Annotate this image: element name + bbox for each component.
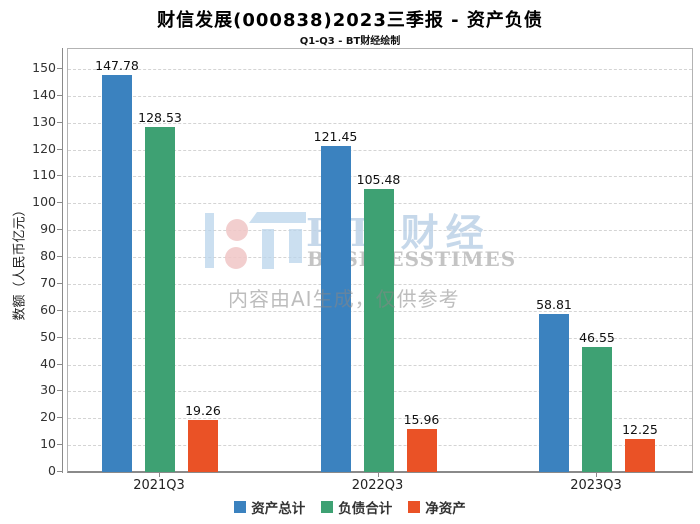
y-tick-label: 50	[40, 328, 56, 344]
bar-value-label: 46.55	[579, 329, 615, 345]
y-axis-tick	[57, 444, 62, 446]
bar-value-label: 147.78	[95, 57, 139, 73]
bar	[145, 126, 175, 472]
y-axis-tick	[57, 390, 62, 392]
watermark-ai-disclaimer: 内容由AI生成，仅供参考	[228, 287, 460, 311]
bar	[320, 145, 351, 472]
bar-value-label: 121.45	[313, 128, 358, 144]
y-tick-label: 150	[32, 60, 56, 75]
legend: 资产总计 负债合计 净资产	[0, 497, 700, 517]
gridline	[68, 149, 692, 151]
y-tick-label: 30	[40, 382, 56, 398]
bar-value-label: 19.26	[185, 403, 221, 419]
chart-title: 财信发展(000838)2023三季报 - 资产负债	[157, 10, 543, 31]
legend-label: 净资产	[425, 501, 466, 517]
y-tick-label: 100	[32, 194, 56, 210]
y-axis-tick	[57, 148, 62, 150]
y-axis-tick	[57, 202, 62, 204]
bar	[582, 346, 612, 472]
y-axis-tick	[57, 471, 62, 472]
bar-value-label: 15.96	[403, 412, 440, 428]
legend-item: 负债合计	[321, 497, 392, 517]
y-axis-tick	[57, 94, 62, 96]
gridline	[68, 95, 692, 97]
y-axis-tick	[57, 68, 62, 69]
bar	[625, 439, 655, 472]
y-tick-label: 130	[32, 113, 56, 129]
legend-label: 资产总计	[251, 501, 306, 517]
legend-label: 负债合计	[338, 501, 393, 517]
y-axis-tick	[57, 363, 62, 365]
legend-swatch-icon	[321, 501, 334, 513]
legend-item: 资产总计	[234, 497, 305, 517]
bar-value-label: 128.53	[138, 109, 182, 125]
y-axis-tick	[57, 256, 62, 258]
y-tick-label: 20	[40, 409, 56, 425]
chart-subtitle: Q1-Q3 - BT财经绘制	[299, 36, 401, 47]
y-axis-tick	[57, 417, 62, 419]
bar	[363, 188, 394, 472]
x-axis-tick	[159, 473, 160, 477]
x-axis-tick	[377, 473, 379, 477]
gridline	[68, 176, 692, 178]
y-tick-label: 110	[32, 167, 56, 183]
gridline	[68, 122, 692, 124]
y-axis-tick	[57, 229, 62, 231]
gridline	[68, 69, 692, 70]
x-axis-tick	[596, 473, 597, 477]
y-tick-label: 60	[40, 301, 56, 317]
y-axis-tick	[57, 121, 62, 123]
bar	[102, 74, 132, 472]
bars-layer	[68, 49, 692, 472]
bar	[188, 420, 218, 472]
y-axis-line	[62, 48, 63, 473]
y-tick-label: 40	[40, 355, 56, 371]
y-axis-tick	[57, 336, 62, 338]
y-tick-label: 90	[40, 221, 56, 237]
value-label-layer: 147.78 128.53 19.26 121.45 105.48 15.96 58.81 4…	[68, 49, 692, 471]
x-tick-label: 2021Q3	[133, 478, 185, 493]
bar	[406, 429, 437, 472]
y-tick-label: 140	[32, 86, 56, 102]
y-axis-tick	[57, 282, 62, 284]
x-tick-label: 2022Q3	[351, 478, 404, 493]
plot-area: 147.78 128.53 19.26 121.45 105.48 15.96 58.81 4…	[67, 48, 693, 473]
bar-value-label: 12.25	[622, 422, 658, 438]
y-axis-tick	[57, 309, 62, 311]
bar-value-label: 105.48	[356, 171, 401, 187]
bar	[539, 313, 569, 472]
bar-value-label: 58.81	[536, 296, 572, 312]
x-tick-label: 2023Q3	[570, 478, 622, 493]
y-axis-tick	[57, 175, 62, 177]
legend-swatch-icon	[234, 501, 247, 513]
y-tick-label: 0	[48, 463, 56, 478]
y-tick-label: 70	[40, 274, 56, 290]
legend-swatch-icon	[408, 501, 421, 513]
y-tick-label: 80	[40, 248, 56, 264]
legend-item: 净资产	[408, 497, 466, 517]
y-tick-label: 10	[40, 436, 56, 452]
y-tick-label: 120	[32, 140, 56, 156]
